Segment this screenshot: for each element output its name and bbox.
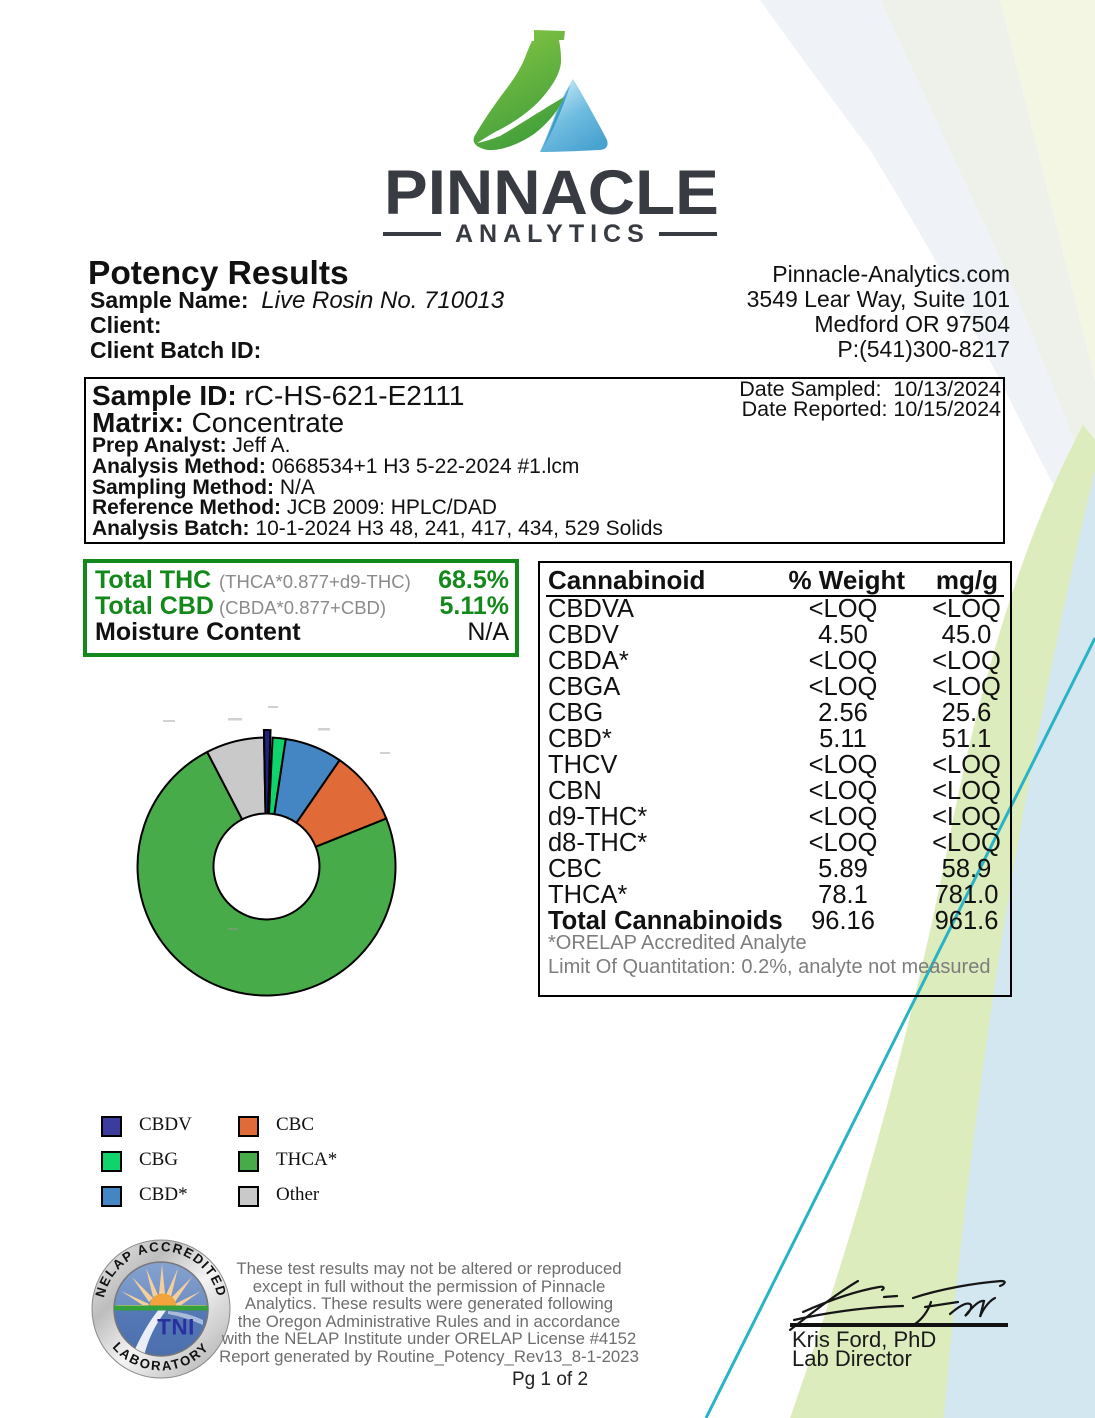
- svg-text:TNI: TNI: [157, 1315, 195, 1340]
